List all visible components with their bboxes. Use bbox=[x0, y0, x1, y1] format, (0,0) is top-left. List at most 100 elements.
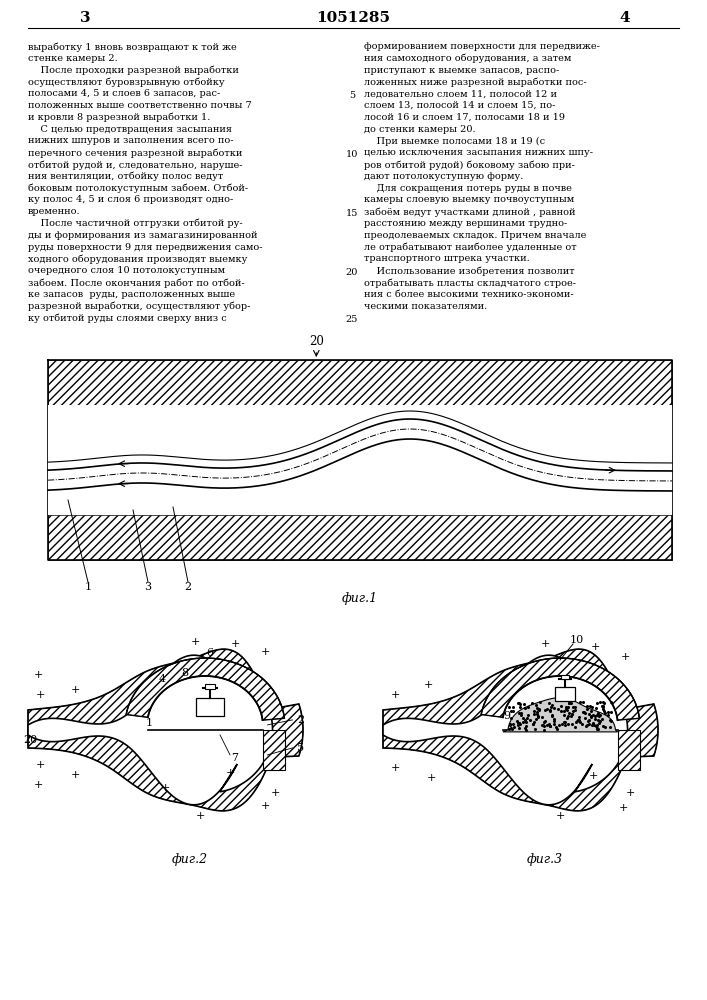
Bar bbox=[555, 687, 575, 701]
Polygon shape bbox=[617, 730, 640, 770]
Text: +: + bbox=[590, 642, 600, 652]
Text: забоем. После окончания работ по отбой-: забоем. После окончания работ по отбой- bbox=[28, 278, 245, 288]
Text: руды поверхности 9 для передвижения само-: руды поверхности 9 для передвижения само… bbox=[28, 243, 262, 252]
Polygon shape bbox=[28, 655, 272, 805]
Text: расстоянию между вершинами трудно-: расстоянию между вершинами трудно- bbox=[364, 219, 567, 228]
Text: отбитой рудой и, следовательно, наруше-: отбитой рудой и, следовательно, наруше- bbox=[28, 160, 243, 169]
Text: ды и формирования из замагазинированной: ды и формирования из замагазинированной bbox=[28, 231, 257, 240]
Text: ния самоходного оборудования, а затем: ния самоходного оборудования, а затем bbox=[364, 54, 571, 63]
Text: 7: 7 bbox=[231, 753, 238, 763]
Text: слоем 13, полосой 14 и слоем 15, по-: слоем 13, полосой 14 и слоем 15, по- bbox=[364, 101, 556, 110]
Text: +: + bbox=[33, 780, 42, 790]
Text: Использование изобретения позволит: Использование изобретения позволит bbox=[364, 266, 575, 276]
Text: ку отбитой руды слоями сверху вниз с: ку отбитой руды слоями сверху вниз с bbox=[28, 313, 227, 323]
Text: ложенных ниже разрезной выработки пос-: ложенных ниже разрезной выработки пос- bbox=[364, 77, 587, 87]
Polygon shape bbox=[383, 649, 658, 811]
Bar bbox=[48, 515, 672, 560]
Text: 1: 1 bbox=[84, 582, 92, 592]
Text: ке запасов  руды, расположенных выше: ке запасов руды, расположенных выше bbox=[28, 290, 235, 299]
Text: +: + bbox=[270, 788, 280, 798]
Polygon shape bbox=[503, 698, 617, 732]
Text: +: + bbox=[70, 770, 80, 780]
Text: 1: 1 bbox=[145, 718, 153, 728]
Text: 4: 4 bbox=[159, 674, 166, 684]
Polygon shape bbox=[28, 649, 303, 811]
Bar bbox=[48, 515, 672, 560]
Text: 10: 10 bbox=[346, 150, 358, 159]
Text: осуществляют буровзрывную отбойку: осуществляют буровзрывную отбойку bbox=[28, 77, 225, 87]
Text: перечного сечения разрезной выработки: перечного сечения разрезной выработки bbox=[28, 148, 243, 158]
Bar bbox=[48, 360, 672, 405]
Text: 20: 20 bbox=[23, 735, 37, 745]
Text: 15: 15 bbox=[346, 209, 358, 218]
Text: +: + bbox=[390, 690, 399, 700]
Polygon shape bbox=[126, 658, 284, 720]
Text: +: + bbox=[230, 639, 240, 649]
Text: +: + bbox=[390, 763, 399, 773]
Text: 2: 2 bbox=[185, 582, 192, 592]
Text: При выемке полосами 18 и 19 (с: При выемке полосами 18 и 19 (с bbox=[364, 136, 545, 146]
Polygon shape bbox=[383, 655, 628, 805]
Text: +: + bbox=[426, 773, 436, 783]
Text: забоём ведут участками длиной , равной: забоём ведут участками длиной , равной bbox=[364, 207, 575, 217]
Text: фиг.3: фиг.3 bbox=[527, 853, 563, 866]
Text: фиг.2: фиг.2 bbox=[172, 853, 208, 866]
Text: боковым потолокуступным забоем. Отбой-: боковым потолокуступным забоем. Отбой- bbox=[28, 184, 248, 193]
Text: После частичной отгрузки отбитой ру-: После частичной отгрузки отбитой ру- bbox=[28, 219, 243, 229]
Text: 20: 20 bbox=[346, 268, 358, 277]
Polygon shape bbox=[262, 730, 284, 770]
Text: ходного оборудования производят выемку: ходного оборудования производят выемку bbox=[28, 254, 247, 264]
Text: 5: 5 bbox=[349, 91, 355, 100]
Text: +: + bbox=[620, 652, 630, 662]
Text: 4: 4 bbox=[620, 11, 631, 25]
Text: камеры слоевую выемку почвоуступным: камеры слоевую выемку почвоуступным bbox=[364, 195, 574, 204]
Text: 9: 9 bbox=[503, 711, 510, 721]
Text: 25: 25 bbox=[346, 315, 358, 324]
Text: транспортного штрека участки.: транспортного штрека участки. bbox=[364, 254, 530, 263]
Bar bbox=[48, 405, 672, 515]
Text: 10: 10 bbox=[570, 635, 584, 645]
Text: 20: 20 bbox=[309, 335, 324, 348]
Polygon shape bbox=[481, 658, 639, 720]
Text: +: + bbox=[195, 811, 205, 821]
Text: формированием поверхности для передвиже-: формированием поверхности для передвиже- bbox=[364, 42, 600, 51]
Text: +: + bbox=[423, 680, 433, 690]
Text: 8: 8 bbox=[182, 668, 189, 678]
Text: +: + bbox=[70, 685, 80, 695]
Text: ния с более высокими технико-экономи-: ния с более высокими технико-экономи- bbox=[364, 290, 573, 299]
Text: ле отрабатывают наиболее удаленные от: ле отрабатывают наиболее удаленные от bbox=[364, 243, 577, 252]
Text: 5: 5 bbox=[297, 743, 304, 753]
Text: +: + bbox=[35, 690, 45, 700]
Text: С целью предотвращения засыпания: С целью предотвращения засыпания bbox=[28, 125, 232, 134]
Text: 3: 3 bbox=[80, 11, 90, 25]
Text: ческими показателями.: ческими показателями. bbox=[364, 302, 487, 311]
Text: ров отбитой рудой) боковому забою при-: ров отбитой рудой) боковому забою при- bbox=[364, 160, 575, 169]
Text: +: + bbox=[625, 788, 635, 798]
Text: разрезной выработки, осуществляют убор-: разрезной выработки, осуществляют убор- bbox=[28, 302, 250, 311]
Polygon shape bbox=[48, 416, 672, 494]
Text: временно.: временно. bbox=[28, 207, 81, 216]
Text: стенке камеры 2.: стенке камеры 2. bbox=[28, 54, 118, 63]
Text: приступают к выемке запасов, распо-: приступают к выемке запасов, распо- bbox=[364, 66, 559, 75]
Text: +: + bbox=[260, 647, 269, 657]
Text: +: + bbox=[555, 811, 565, 821]
Text: очередного слоя 10 потолокуступным: очередного слоя 10 потолокуступным bbox=[28, 266, 225, 275]
Text: +: + bbox=[160, 783, 170, 793]
Text: и кровли 8 разрезной выработки 1.: и кровли 8 разрезной выработки 1. bbox=[28, 113, 211, 122]
Text: отрабатывать пласты складчатого строе-: отрабатывать пласты складчатого строе- bbox=[364, 278, 576, 288]
Text: +: + bbox=[35, 760, 45, 770]
Text: ку полос 4, 5 и слоя 6 производят одно-: ку полос 4, 5 и слоя 6 производят одно- bbox=[28, 195, 233, 204]
Bar bbox=[205, 684, 215, 689]
Text: лосой 16 и слоем 17, полосами 18 и 19: лосой 16 и слоем 17, полосами 18 и 19 bbox=[364, 113, 565, 122]
Bar bbox=[48, 360, 672, 405]
Text: После проходки разрезной выработки: После проходки разрезной выработки bbox=[28, 66, 239, 75]
Text: ния вентиляции, отбойку полос ведут: ния вентиляции, отбойку полос ведут bbox=[28, 172, 223, 181]
Text: 1051285: 1051285 bbox=[317, 11, 390, 25]
Text: нижних шпуров и заполнения всего по-: нижних шпуров и заполнения всего по- bbox=[28, 136, 233, 145]
Text: +: + bbox=[190, 637, 199, 647]
Text: целью исключения засыпания нижних шпу-: целью исключения засыпания нижних шпу- bbox=[364, 148, 593, 157]
Text: полосами 4, 5 и слоев 6 запасов, рас-: полосами 4, 5 и слоев 6 запасов, рас- bbox=[28, 89, 221, 98]
Text: 6: 6 bbox=[206, 648, 214, 658]
Text: ледовательно слоем 11, полосой 12 и: ледовательно слоем 11, полосой 12 и bbox=[364, 89, 557, 98]
Bar bbox=[196, 698, 224, 716]
